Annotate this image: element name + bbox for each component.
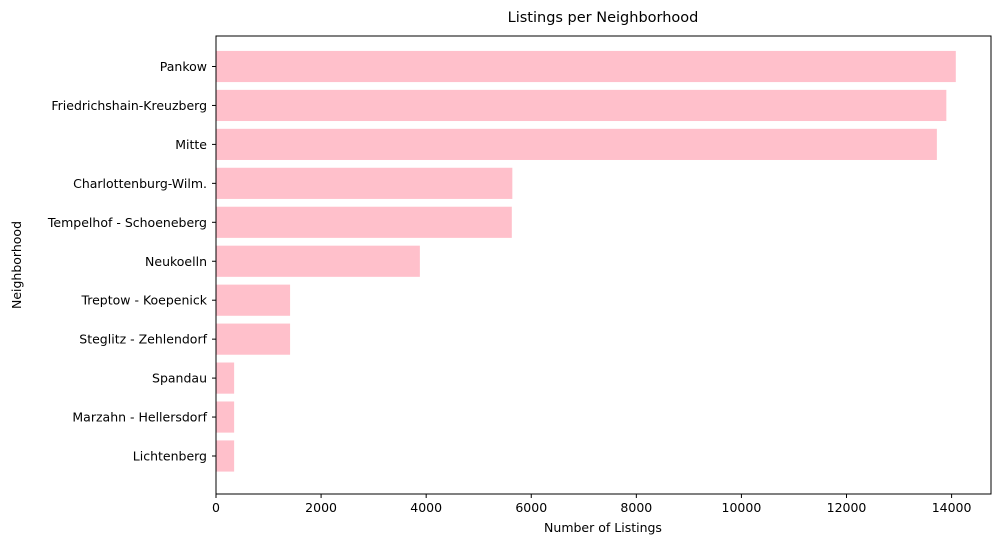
bar	[216, 50, 956, 83]
y-axis-label: Neighborhood	[9, 221, 24, 309]
bars-group	[216, 50, 956, 472]
y-tick-label: Tempelhof - Schoeneberg	[47, 215, 207, 230]
y-axis-ticks: Pankow Friedrichshain-Kreuzberg Mitte Charl…	[47, 59, 216, 464]
y-tick-label: Charlottenburg-Wilm.	[73, 176, 207, 191]
y-tick-label: Lichtenberg	[133, 449, 207, 464]
x-tick-label: 10000	[722, 500, 762, 515]
x-tick-label: 4000	[410, 500, 442, 515]
y-tick-label: Treptow - Koepenick	[80, 293, 207, 308]
bar	[216, 323, 291, 355]
x-axis-ticks: 0 2000 4000 6000 8000 10000 12000 14000	[212, 494, 972, 515]
bar	[216, 362, 235, 394]
y-tick-label: Neukoelln	[145, 254, 207, 269]
x-tick-label: 6000	[515, 500, 547, 515]
bar	[216, 245, 420, 277]
y-tick-label: Pankow	[160, 59, 207, 74]
x-tick-label: 2000	[305, 500, 337, 515]
y-tick-label: Mitte	[175, 137, 207, 152]
x-axis-label: Number of Listings	[544, 520, 662, 535]
bar	[216, 284, 291, 316]
bar	[216, 401, 235, 433]
x-tick-label: 0	[212, 500, 220, 515]
chart-title: Listings per Neighborhood	[508, 10, 699, 26]
bar	[216, 128, 937, 160]
y-tick-label: Steglitz - Zehlendorf	[79, 332, 207, 347]
x-tick-label: 14000	[932, 500, 972, 515]
bar	[216, 167, 513, 199]
y-tick-label: Friedrichshain-Kreuzberg	[51, 98, 207, 113]
x-tick-label: 12000	[827, 500, 867, 515]
y-tick-label: Marzahn - Hellersdorf	[72, 410, 207, 425]
y-tick-label: Spandau	[152, 371, 207, 386]
bar	[216, 206, 512, 238]
bar	[216, 89, 947, 122]
plot-frame	[215, 35, 992, 495]
x-tick-label: 8000	[620, 500, 652, 515]
bar	[216, 440, 235, 472]
